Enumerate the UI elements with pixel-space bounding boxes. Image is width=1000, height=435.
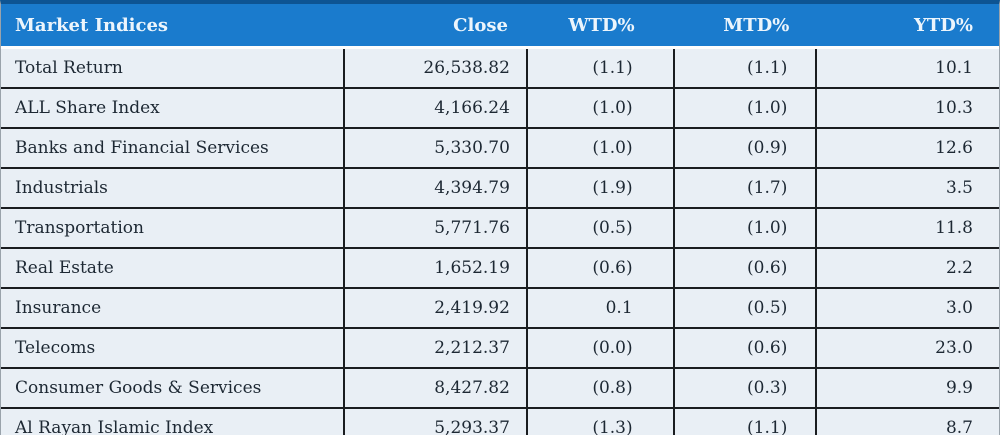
table-row-all-share-index: ALL Share Index 4,166.24 (1.0) (1.0) 10.3 bbox=[1, 89, 999, 129]
value-cell-ytd: 9.9 bbox=[817, 369, 999, 409]
value-cell-mtd: (1.1) bbox=[674, 49, 818, 89]
column-header-mtd: MTD% bbox=[674, 4, 818, 49]
index-name-cell: Insurance bbox=[1, 289, 346, 329]
column-header-close: Close bbox=[345, 4, 528, 49]
column-header-ytd: YTD% bbox=[817, 4, 999, 49]
value-cell-close: 5,771.76 bbox=[345, 209, 528, 249]
value-cell-close: 2,419.92 bbox=[345, 289, 528, 329]
market-indices-table: Market Indices Close WTD% MTD% YTD% Total Re… bbox=[1, 4, 999, 435]
table-row-real-estate: Real Estate 1,652.19 (0.6) (0.6) 2.2 bbox=[1, 249, 999, 289]
table-row-industrials: Industrials 4,394.79 (1.9) (1.7) 3.5 bbox=[1, 169, 999, 209]
value-cell-close: 26,538.82 bbox=[345, 49, 528, 89]
column-header-market-indices: Market Indices bbox=[1, 4, 346, 49]
index-name-cell: Al Rayan Islamic Index bbox=[1, 409, 346, 435]
table-row-consumer-goods-services: Consumer Goods & Services 8,427.82 (0.8) (0… bbox=[1, 369, 999, 409]
index-name-cell: Banks and Financial Services bbox=[1, 129, 346, 169]
column-header-wtd: WTD% bbox=[527, 4, 675, 49]
index-name-cell: ALL Share Index bbox=[1, 89, 346, 129]
value-cell-ytd: 2.2 bbox=[817, 249, 999, 289]
value-cell-wtd: (0.6) bbox=[527, 249, 675, 289]
value-cell-mtd: (0.5) bbox=[674, 289, 818, 329]
index-name-cell: Telecoms bbox=[1, 329, 346, 369]
table-row-insurance: Insurance 2,419.92 0.1 (0.5) 3.0 bbox=[1, 289, 999, 329]
value-cell-close: 2,212.37 bbox=[345, 329, 528, 369]
value-cell-ytd: 11.8 bbox=[817, 209, 999, 249]
value-cell-close: 5,293.37 bbox=[345, 409, 528, 435]
index-name-cell: Real Estate bbox=[1, 249, 346, 289]
value-cell-ytd: 10.1 bbox=[817, 49, 999, 89]
value-cell-close: 4,166.24 bbox=[345, 89, 528, 129]
value-cell-ytd: 3.5 bbox=[817, 169, 999, 209]
value-cell-ytd: 8.7 bbox=[817, 409, 999, 435]
table-row-banks-and-financial-services: Banks and Financial Services 5,330.70 (1.0… bbox=[1, 129, 999, 169]
value-cell-mtd: (0.3) bbox=[674, 369, 818, 409]
value-cell-mtd: (1.0) bbox=[674, 209, 818, 249]
table-row-transportation: Transportation 5,771.76 (0.5) (1.0) 11.8 bbox=[1, 209, 999, 249]
value-cell-wtd: (0.8) bbox=[527, 369, 675, 409]
index-name-cell: Industrials bbox=[1, 169, 346, 209]
value-cell-ytd: 12.6 bbox=[817, 129, 999, 169]
value-cell-mtd: (0.9) bbox=[674, 129, 818, 169]
value-cell-close: 1,652.19 bbox=[345, 249, 528, 289]
value-cell-close: 8,427.82 bbox=[345, 369, 528, 409]
value-cell-wtd: (0.5) bbox=[527, 209, 675, 249]
value-cell-ytd: 3.0 bbox=[817, 289, 999, 329]
value-cell-close: 4,394.79 bbox=[345, 169, 528, 209]
value-cell-wtd: (1.0) bbox=[527, 129, 675, 169]
value-cell-wtd: (1.3) bbox=[527, 409, 675, 435]
value-cell-ytd: 10.3 bbox=[817, 89, 999, 129]
table-header-row: Market Indices Close WTD% MTD% YTD% bbox=[1, 4, 999, 49]
value-cell-mtd: (0.6) bbox=[674, 249, 818, 289]
index-name-cell: Consumer Goods & Services bbox=[1, 369, 346, 409]
value-cell-ytd: 23.0 bbox=[817, 329, 999, 369]
value-cell-mtd: (0.6) bbox=[674, 329, 818, 369]
value-cell-wtd: (1.0) bbox=[527, 89, 675, 129]
value-cell-wtd: (0.0) bbox=[527, 329, 675, 369]
value-cell-wtd: 0.1 bbox=[527, 289, 675, 329]
value-cell-mtd: (1.0) bbox=[674, 89, 818, 129]
value-cell-wtd: (1.1) bbox=[527, 49, 675, 89]
value-cell-mtd: (1.7) bbox=[674, 169, 818, 209]
index-name-cell: Transportation bbox=[1, 209, 346, 249]
table-row-telecoms: Telecoms 2,212.37 (0.0) (0.6) 23.0 bbox=[1, 329, 999, 369]
table-row-al-rayan-islamic-index: Al Rayan Islamic Index 5,293.37 (1.3) (1.1)… bbox=[1, 409, 999, 435]
index-name-cell: Total Return bbox=[1, 49, 346, 89]
value-cell-mtd: (1.1) bbox=[674, 409, 818, 435]
value-cell-close: 5,330.70 bbox=[345, 129, 528, 169]
value-cell-wtd: (1.9) bbox=[527, 169, 675, 209]
table-row-total-return: Total Return 26,538.82 (1.1) (1.1) 10.1 bbox=[1, 49, 999, 89]
